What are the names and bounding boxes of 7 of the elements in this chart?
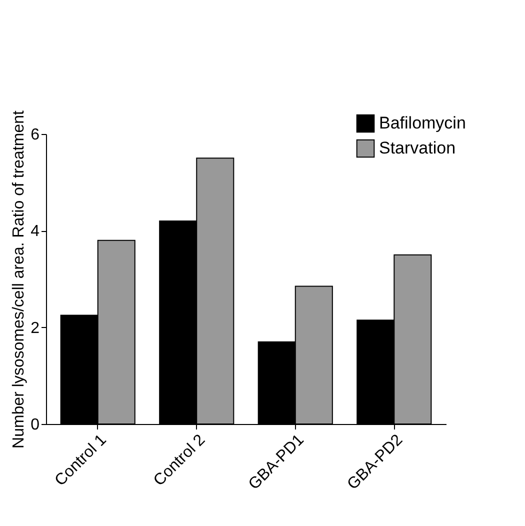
legend-label: Starvation <box>379 138 456 158</box>
y-tick-label: 4 <box>30 223 40 240</box>
y-tick-label: 0 <box>30 416 40 434</box>
y-tick-label: 6 <box>30 126 40 144</box>
y-tick-label: 2 <box>30 320 40 337</box>
legend-label: Bafilomycin <box>379 114 466 132</box>
y-axis-title: Number lysosomes/cell area. Ratio of treatment <box>10 110 28 448</box>
